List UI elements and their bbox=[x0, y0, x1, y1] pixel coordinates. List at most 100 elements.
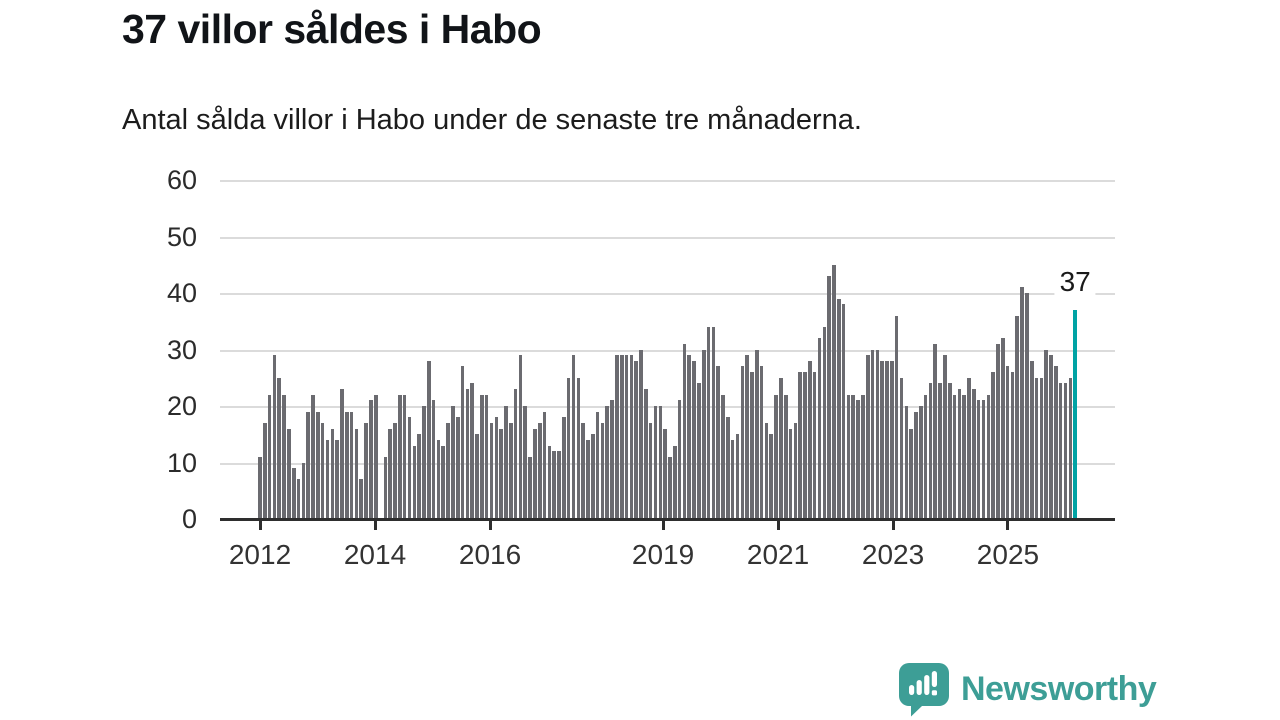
x-axis-label: 2019 bbox=[631, 539, 695, 570]
bar bbox=[412, 445, 417, 519]
x-axis-label: 2014 bbox=[343, 539, 407, 570]
bar bbox=[441, 445, 446, 519]
bar bbox=[740, 366, 745, 519]
bar bbox=[619, 355, 624, 519]
bar bbox=[769, 434, 774, 519]
bar bbox=[523, 406, 528, 519]
bar bbox=[258, 456, 262, 519]
bar bbox=[933, 343, 938, 519]
bar bbox=[803, 372, 807, 519]
bar bbox=[504, 406, 508, 519]
bar bbox=[663, 428, 667, 519]
bar bbox=[427, 360, 431, 519]
bar bbox=[475, 434, 479, 519]
bar bbox=[697, 383, 701, 519]
bar bbox=[943, 355, 947, 519]
bar bbox=[880, 360, 885, 519]
bar bbox=[682, 343, 687, 519]
x-axis-tick-mark bbox=[661, 521, 665, 530]
bar bbox=[629, 355, 634, 519]
bar bbox=[788, 428, 793, 519]
y-axis-label: 40 bbox=[166, 278, 197, 308]
gridline bbox=[220, 462, 1115, 465]
bar bbox=[759, 366, 764, 519]
bar bbox=[605, 406, 610, 519]
bar bbox=[311, 394, 315, 519]
bar bbox=[639, 349, 643, 519]
bar bbox=[875, 349, 880, 519]
bar bbox=[783, 394, 788, 519]
bar bbox=[972, 389, 976, 519]
bar bbox=[730, 439, 735, 519]
bar bbox=[726, 417, 730, 519]
bar bbox=[1044, 349, 1049, 519]
bar bbox=[668, 456, 672, 519]
bar bbox=[885, 360, 889, 519]
bar bbox=[812, 372, 817, 519]
x-axis-tick-mark bbox=[1006, 521, 1010, 530]
bar bbox=[687, 355, 692, 519]
bar bbox=[1025, 293, 1029, 519]
bar bbox=[465, 389, 470, 519]
bar bbox=[509, 422, 513, 519]
bar bbox=[1001, 338, 1005, 519]
bar bbox=[340, 389, 344, 519]
bar bbox=[480, 394, 484, 519]
bar bbox=[701, 349, 706, 519]
bar bbox=[316, 411, 320, 519]
x-axis-label: 2021 bbox=[746, 539, 810, 570]
bar bbox=[320, 422, 325, 519]
bar bbox=[282, 394, 286, 519]
y-axis-label: 10 bbox=[166, 447, 197, 478]
bar bbox=[706, 326, 711, 519]
bar bbox=[301, 462, 306, 519]
bar bbox=[745, 355, 749, 519]
bar bbox=[513, 389, 518, 519]
bar bbox=[928, 383, 933, 519]
bar bbox=[986, 394, 991, 519]
newsworthy-logo-text: Newsworthy bbox=[961, 670, 1157, 708]
bar bbox=[648, 422, 653, 519]
bar bbox=[909, 428, 913, 519]
bar bbox=[484, 394, 489, 519]
bar bbox=[1029, 360, 1034, 519]
newsworthy-logo: Newsworthy bbox=[898, 662, 1157, 717]
page-title: 37 villor såldes i Habo bbox=[122, 6, 542, 52]
bar bbox=[537, 422, 542, 519]
bar bbox=[837, 298, 841, 519]
bar bbox=[798, 372, 803, 519]
bar bbox=[711, 326, 716, 519]
bar bbox=[407, 417, 412, 519]
page-subtitle: Antal sålda villor i Habo under de senas… bbox=[122, 104, 862, 136]
x-axis-tick-mark bbox=[776, 521, 780, 530]
bar bbox=[455, 417, 460, 519]
bar bbox=[383, 456, 388, 519]
x-axis-tick-mark bbox=[488, 521, 492, 530]
bar bbox=[562, 417, 566, 519]
bar bbox=[547, 445, 552, 519]
bar bbox=[861, 394, 865, 519]
bar bbox=[306, 411, 311, 519]
bar bbox=[851, 394, 856, 519]
bar bbox=[277, 377, 282, 519]
bar bbox=[923, 394, 928, 519]
bar bbox=[644, 389, 648, 519]
bar bbox=[388, 428, 393, 519]
bar bbox=[533, 428, 537, 519]
bar bbox=[571, 355, 576, 519]
highlight-value-label: 37 bbox=[1054, 265, 1096, 298]
bar bbox=[267, 394, 272, 519]
y-axis-label: 20 bbox=[166, 391, 197, 421]
bar bbox=[750, 372, 754, 519]
y-axis-label: 60 bbox=[166, 165, 197, 195]
bar bbox=[1015, 315, 1020, 519]
bar bbox=[981, 400, 986, 519]
bar bbox=[952, 394, 957, 519]
bar bbox=[528, 456, 532, 519]
bar bbox=[436, 439, 441, 519]
bar bbox=[291, 468, 296, 519]
bar bbox=[1054, 366, 1058, 519]
bar bbox=[263, 422, 267, 519]
bar bbox=[904, 406, 909, 519]
